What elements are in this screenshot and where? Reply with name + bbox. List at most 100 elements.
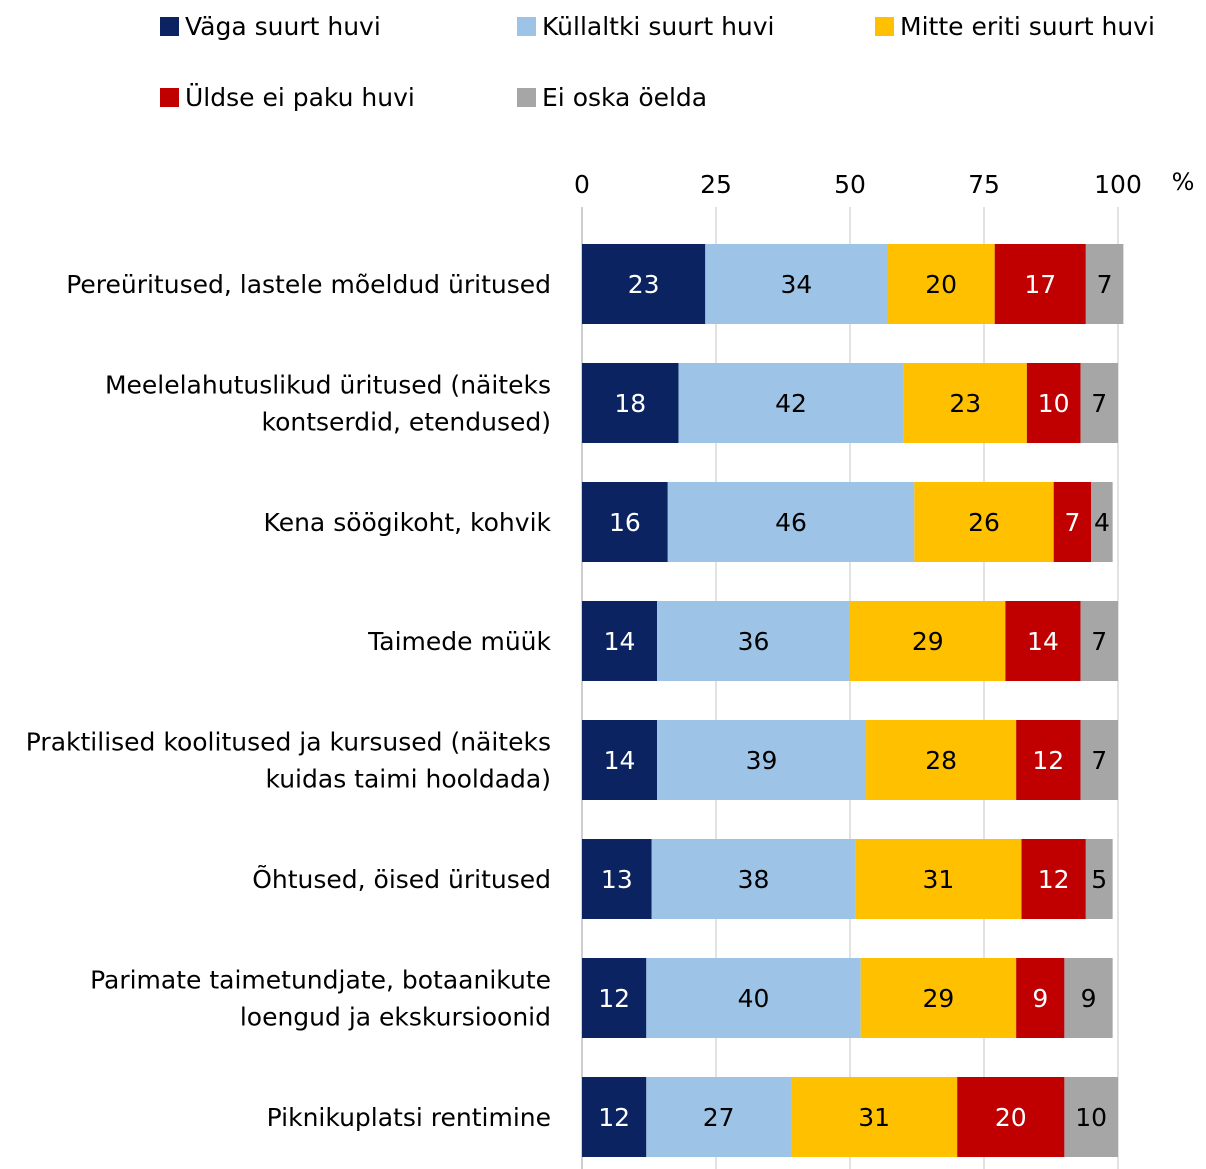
bar-segment: [903, 363, 1027, 443]
bar-segment: [582, 482, 668, 562]
legend-label: Mitte eriti suurt huvi: [900, 12, 1155, 41]
bar-segment: [657, 720, 867, 800]
data-label: 9: [1032, 984, 1048, 1013]
legend-item-vaga-suurt-huvi: Väga suurt huvi: [160, 12, 381, 41]
legend-item-mitte-eriti-suurt-huvi: Mitte eriti suurt huvi: [875, 12, 1155, 41]
data-label: 36: [738, 627, 770, 656]
bar-segment: [1080, 601, 1118, 681]
data-label: 46: [775, 508, 807, 537]
data-label: 7: [1091, 746, 1107, 775]
bar-segment: [582, 1077, 647, 1157]
bar-segment: [1016, 720, 1081, 800]
category-label: Taimede müük: [367, 627, 551, 656]
x-tick-label: 25: [700, 170, 732, 199]
x-tick-label: 100: [1094, 170, 1142, 199]
legend-label: Üldse ei paku huvi: [185, 83, 415, 112]
bar-segment: [1091, 482, 1113, 562]
data-label: 26: [968, 508, 1000, 537]
bar-segment: [994, 244, 1086, 324]
data-label: 4: [1094, 508, 1110, 537]
data-label: 40: [738, 984, 770, 1013]
legend-swatch: [517, 17, 536, 36]
data-label: 18: [614, 389, 646, 418]
bar-segment: [705, 244, 888, 324]
bar-segment: [1085, 244, 1124, 324]
bar-segment: [1080, 720, 1118, 800]
data-label: 23: [628, 270, 660, 299]
category-label: Meelelahutuslikud üritused (näiteks: [105, 371, 551, 400]
data-label: 27: [703, 1103, 735, 1132]
bar-segment: [582, 839, 652, 919]
data-label: 34: [780, 270, 812, 299]
x-tick-label: 0: [574, 170, 590, 199]
bar-segment: [657, 601, 850, 681]
data-label: 16: [609, 508, 641, 537]
bar-segment: [791, 1077, 958, 1157]
data-label: 7: [1097, 270, 1113, 299]
legend-swatch: [160, 17, 179, 36]
data-label: 12: [598, 1103, 630, 1132]
data-label: 20: [995, 1103, 1027, 1132]
data-label: 23: [949, 389, 981, 418]
data-label: 39: [746, 746, 778, 775]
bar-segment: [1021, 839, 1086, 919]
bar-segment: [678, 363, 904, 443]
category-label: Praktilised koolitused ja kursused (näit…: [26, 728, 551, 757]
bar-segment: [855, 839, 1022, 919]
data-label: 7: [1091, 389, 1107, 418]
data-label: 28: [925, 746, 957, 775]
bar-segment: [582, 363, 679, 443]
data-label: 14: [604, 746, 636, 775]
bar-segment: [582, 720, 658, 800]
data-label: 14: [604, 627, 636, 656]
legend-swatch: [875, 17, 894, 36]
legend-label: Küllaltki suurt huvi: [542, 12, 775, 41]
bar-segment: [850, 601, 1006, 681]
bar-segment: [582, 601, 658, 681]
data-label: 13: [601, 865, 633, 894]
bar-segment: [1085, 839, 1113, 919]
category-label: loengud ja ekskursioonid: [240, 1003, 551, 1032]
bar-segment: [1064, 958, 1113, 1038]
data-label: 31: [858, 1103, 890, 1132]
bar-segment: [1053, 482, 1092, 562]
legend-item-uldse-ei-paku-huvi: Üldse ei paku huvi: [160, 83, 415, 112]
bar-segment: [866, 720, 1017, 800]
bar-segment: [1016, 958, 1065, 1038]
bar-segment: [1026, 363, 1081, 443]
bar-segment: [646, 958, 861, 1038]
data-label: 10: [1075, 1103, 1107, 1132]
data-label: 7: [1064, 508, 1080, 537]
data-label: 9: [1081, 984, 1097, 1013]
bar-segment: [887, 244, 995, 324]
bar-segment: [582, 244, 706, 324]
data-label: 38: [738, 865, 770, 894]
category-label: Piknikuplatsi rentimine: [267, 1103, 551, 1132]
bar-segment: [651, 839, 856, 919]
bar-segment: [957, 1077, 1065, 1157]
bar-segment: [667, 482, 915, 562]
bar-segment: [1080, 363, 1118, 443]
bar-segment: [1064, 1077, 1118, 1157]
category-label: Parimate taimetundjate, botaanikute: [90, 966, 551, 995]
legend-item-kullaltki-suurt-huvi: Küllaltki suurt huvi: [517, 12, 775, 41]
data-label: 12: [1032, 746, 1064, 775]
data-label: 20: [925, 270, 957, 299]
data-label: 29: [923, 984, 955, 1013]
data-label: 29: [912, 627, 944, 656]
data-label: 7: [1091, 627, 1107, 656]
data-label: 42: [775, 389, 807, 418]
data-label: 5: [1091, 865, 1107, 894]
data-label: 17: [1024, 270, 1056, 299]
x-tick-label: 75: [968, 170, 1000, 199]
data-label: 14: [1027, 627, 1059, 656]
bar-segment: [1005, 601, 1081, 681]
category-label: Kena söögikoht, kohvik: [264, 508, 552, 537]
x-unit-label: %: [1172, 168, 1195, 196]
bar-segment: [582, 958, 647, 1038]
bar-segment: [646, 1077, 792, 1157]
category-label: kontserdid, etendused): [261, 408, 551, 437]
data-label: 12: [598, 984, 630, 1013]
legend-label: Ei oska öelda: [542, 83, 708, 112]
